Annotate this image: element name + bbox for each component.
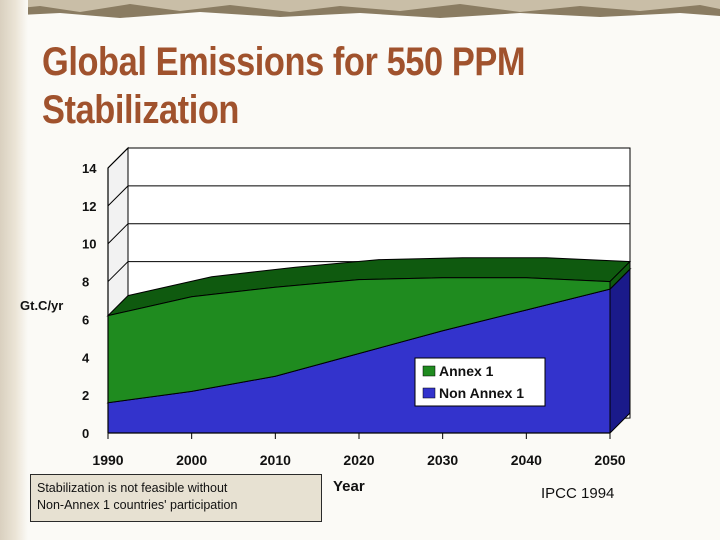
y-axis-label: Gt.C/yr: [20, 298, 63, 313]
x-tick-label: 2050: [594, 452, 625, 468]
legend-label-annex1: Annex 1: [439, 363, 494, 379]
gridline-side-10: [107, 223, 129, 245]
y-tick-label: 2: [82, 388, 89, 403]
areas: [106, 257, 632, 435]
caption-line-1: Stabilization is not feasible without: [37, 481, 228, 495]
legend-swatch-annex1: [422, 365, 436, 377]
x-tick-label: 2010: [260, 452, 291, 468]
gridline-side-8: [107, 261, 129, 282]
legend-label-non-annex1: Non Annex 1: [439, 385, 524, 401]
x-tick-label: 2020: [343, 452, 374, 468]
slide-title: Global Emissions for 550 PPM Stabilizati…: [42, 40, 526, 132]
legend-swatch-non-annex1: [422, 387, 436, 399]
gridline-side-12: [107, 185, 129, 207]
source-citation: IPCC 1994: [541, 485, 615, 502]
legend: Annex 1 Non Annex 1: [414, 357, 546, 407]
y-tick-label: 14: [82, 161, 97, 176]
x-tick-label: 1990: [92, 452, 123, 468]
y-tick-label: 8: [82, 275, 89, 290]
caption-line-2: Non-Annex 1 countries' participation: [37, 498, 238, 512]
gridline-side-14: [107, 147, 129, 169]
y-tick-label: 12: [82, 199, 96, 214]
y-tick-label: 10: [82, 237, 96, 252]
tick-labels: 0 2 4 6 8 10 12 14 1990 2000 2010 2020 2030 2040 2050: [82, 161, 626, 468]
caption-box: Stabilization is not feasible without No…: [30, 474, 322, 522]
left-decoration: [0, 0, 28, 540]
y-tick-label: 6: [82, 312, 89, 327]
x-axis-label: Year: [333, 478, 365, 495]
y-tick-label: 4: [82, 350, 90, 365]
axes: [107, 168, 611, 439]
header-decoration: [0, 0, 720, 22]
x-tick-label: 2000: [176, 452, 207, 468]
area-side-annex-1: [609, 260, 631, 291]
y-tick-label: 0: [82, 426, 89, 441]
x-tick-label: 2030: [427, 452, 458, 468]
x-tick-label: 2040: [511, 452, 542, 468]
area-side-non-annex-1: [609, 267, 631, 435]
